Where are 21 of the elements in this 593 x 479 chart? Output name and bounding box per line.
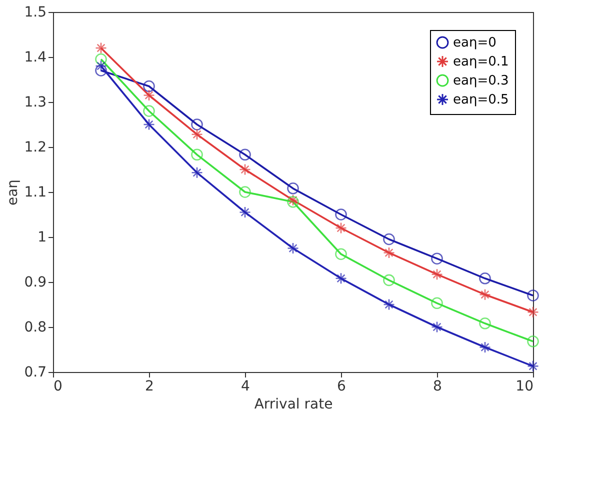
- legend-label: eaη=0: [453, 36, 496, 50]
- y-tick-label: 1.2: [24, 140, 46, 156]
- legend-label: eaη=0.3: [453, 74, 509, 88]
- y-tick-label: 0.8: [24, 320, 46, 336]
- y-tick-label: 1.3: [24, 94, 46, 110]
- y-axis-title: eaη: [5, 179, 22, 206]
- y-tick-label: 1.4: [24, 50, 47, 66]
- y-tick-label: 1.1: [24, 184, 46, 200]
- x-tick-label: 4: [241, 378, 250, 394]
- y-tick-label: 0.7: [24, 364, 46, 380]
- y-tick-label: 0.9: [24, 274, 46, 290]
- y-tick-label: 1: [38, 230, 46, 246]
- y-tick-label: 1.5: [24, 4, 46, 20]
- x-tick-label: 0: [54, 378, 62, 394]
- legend-label: eaη=0.5: [453, 92, 509, 108]
- x-tick-label: 10: [516, 378, 534, 394]
- x-tick-label: 2: [145, 378, 154, 394]
- x-tick-label: 8: [433, 378, 442, 394]
- x-axis-title: Arrival rate: [254, 396, 333, 412]
- x-tick-label: 6: [337, 378, 346, 394]
- legend-label: eaη=0.1: [453, 54, 509, 70]
